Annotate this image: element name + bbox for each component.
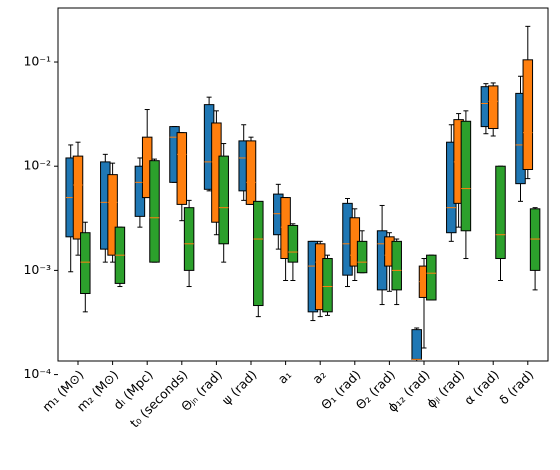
x-tick-label: ϕⱼₗ (rad) <box>423 367 467 411</box>
y-tick-label: 10⁻⁴ <box>23 366 51 381</box>
x-tick-label: ψ (rad) <box>219 367 260 408</box>
box <box>80 232 91 295</box>
box <box>322 258 333 313</box>
box <box>495 165 506 260</box>
x-tick-label: δ (rad) <box>496 367 536 407</box>
box <box>218 155 229 245</box>
y-tick-label: 10⁻² <box>23 158 51 173</box>
box <box>411 329 422 360</box>
y-tick-label: 10⁻¹ <box>23 54 51 69</box>
box <box>287 224 299 263</box>
x-tick-label: α (rad) <box>461 367 502 408</box>
box <box>391 240 402 291</box>
box <box>176 132 188 205</box>
y-tick-label: 10⁻³ <box>23 262 51 277</box>
box <box>522 59 534 170</box>
box <box>529 208 541 271</box>
box <box>245 140 257 205</box>
plot-frame <box>57 7 549 362</box>
box <box>72 155 84 240</box>
box <box>426 254 437 301</box>
x-tick-label: a₁ <box>275 367 295 387</box>
box <box>149 160 160 263</box>
box <box>107 174 118 256</box>
box <box>356 240 368 274</box>
box <box>487 85 499 130</box>
box <box>253 200 264 307</box>
box <box>460 120 472 232</box>
x-tick-label: a₂ <box>309 367 329 387</box>
box <box>183 207 195 271</box>
